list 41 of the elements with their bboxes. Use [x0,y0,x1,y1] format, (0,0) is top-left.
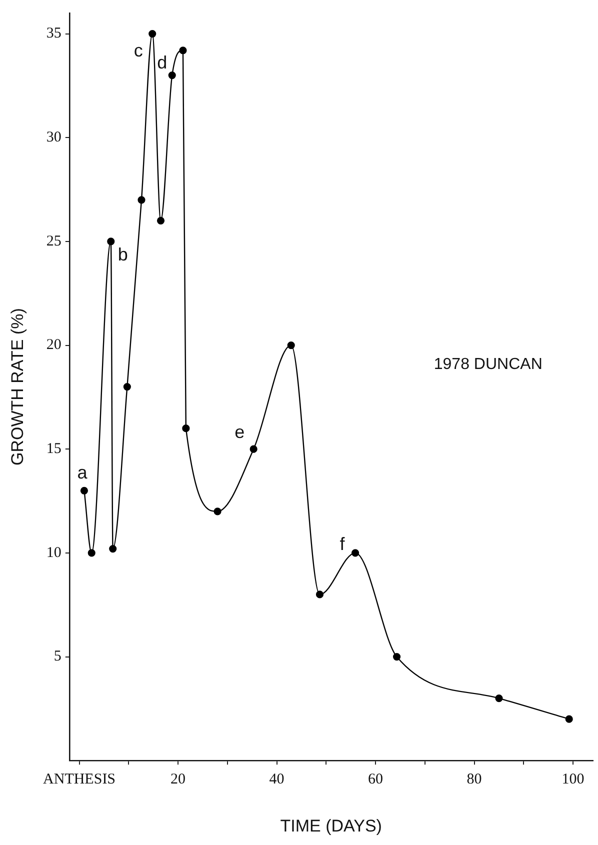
annotation: e [234,422,245,442]
point [80,486,88,494]
point [565,715,573,723]
annotation: b [118,244,128,264]
annotation: f [340,534,346,554]
x-tick-label: 20 [170,772,186,788]
x-tick-label: ANTHESIS [43,772,116,788]
y-tick-label: 35 [46,26,62,42]
point [168,72,176,80]
y-tick-label: 5 [54,648,62,665]
annotation: a [77,462,88,483]
point [392,652,401,661]
point [148,30,156,38]
x-axis-title: TIME (DAYS) [280,816,382,836]
point [182,424,190,432]
point [156,216,165,224]
y-axis-title: GROWTH RATE (%) [8,308,27,466]
point [287,341,295,350]
x-tick-label: 60 [368,772,384,788]
point [123,383,131,391]
point [179,46,187,54]
x-tick-label: 40 [269,772,284,788]
point [495,694,503,702]
point [138,196,146,204]
point [109,544,117,553]
y-tick-label: 10 [46,544,62,561]
x-tick-label: 80 [466,772,482,788]
annotation: c [134,40,143,61]
annotation: 1978 DUNCAN [434,356,542,373]
y-tick-label: 25 [46,233,62,250]
point [316,590,324,598]
point [88,549,96,557]
point [107,238,115,246]
y-tick-label: 15 [46,441,62,458]
y-tick-label: 30 [46,130,62,146]
point [351,549,360,557]
annotation: d [157,52,168,72]
point [214,508,222,516]
point [250,445,258,453]
y-tick-label: 20 [46,337,62,354]
x-tick-label: 100 [562,772,584,788]
